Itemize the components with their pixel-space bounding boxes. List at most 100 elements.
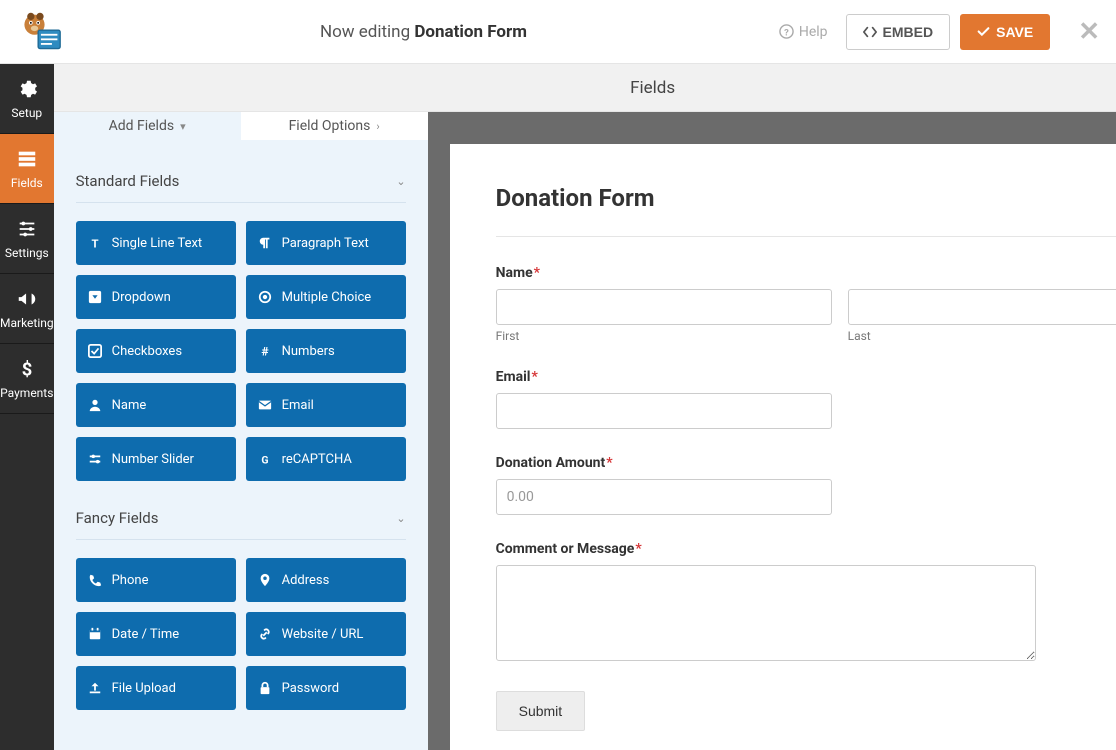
email-input[interactable]: [496, 393, 832, 429]
help-icon: ?: [779, 24, 794, 39]
last-name-input[interactable]: [848, 289, 1116, 325]
topbar-actions: ? Help EMBED SAVE ✕: [779, 14, 1100, 50]
sublabel-first: First: [496, 329, 832, 343]
field-number-slider[interactable]: Number Slider: [76, 437, 236, 481]
topbar: Now editing Donation Form ? Help EMBED S…: [0, 0, 1116, 64]
close-button[interactable]: ✕: [1078, 17, 1100, 47]
section-standard-fields[interactable]: Standard Fields ⌄: [76, 154, 406, 203]
field-label: Password: [282, 681, 339, 696]
sidebar-label: Fields: [11, 176, 43, 190]
field-label: Name: [112, 398, 147, 413]
embed-label: EMBED: [883, 24, 934, 40]
section-title: Fancy Fields: [76, 509, 159, 527]
form-icon: [16, 148, 38, 170]
sidebar-item-fields[interactable]: Fields: [0, 134, 54, 204]
field-recaptcha[interactable]: GreCAPTCHA: [246, 437, 406, 481]
field-website-url[interactable]: Website / URL: [246, 612, 406, 656]
section-fancy-fields[interactable]: Fancy Fields ⌄: [76, 491, 406, 540]
chevron-down-icon: ⌄: [396, 512, 405, 525]
form-title: Donation Form: [496, 184, 1116, 212]
form-field-amount[interactable]: Donation Amount*: [496, 455, 1116, 515]
form-name: Donation Form: [414, 22, 527, 42]
main-header: Fields: [54, 64, 1116, 112]
name-row: First Last: [496, 289, 1116, 343]
main-body: Add Fields ▾ Field Options › Standard Fi…: [54, 112, 1116, 750]
app-body: Setup Fields Settings Marketing $ Paymen…: [0, 64, 1116, 750]
check-square-icon: [88, 344, 102, 358]
field-label: Date / Time: [112, 627, 180, 642]
upload-icon: [88, 681, 102, 695]
tab-add-fields[interactable]: Add Fields ▾: [54, 112, 241, 140]
submit-button[interactable]: Submit: [496, 691, 586, 731]
required-indicator: *: [635, 541, 641, 557]
paragraph-icon: [258, 236, 272, 250]
field-single-line-text[interactable]: T Single Line Text: [76, 221, 236, 265]
bullhorn-icon: [16, 288, 38, 310]
tab-label: Add Fields: [109, 118, 175, 134]
envelope-icon: [258, 398, 272, 412]
sidebar-item-settings[interactable]: Settings: [0, 204, 54, 274]
field-label-message: Comment or Message*: [496, 541, 1116, 557]
field-file-upload[interactable]: File Upload: [76, 666, 236, 710]
sublabel-last: Last: [848, 329, 1116, 343]
form-field-email[interactable]: Email*: [496, 369, 1116, 429]
field-label: reCAPTCHA: [282, 452, 352, 467]
required-indicator: *: [532, 369, 538, 385]
field-email[interactable]: Email: [246, 383, 406, 427]
save-button[interactable]: SAVE: [960, 14, 1050, 50]
form-field-message[interactable]: Comment or Message*: [496, 541, 1116, 665]
editing-title: Now editing Donation Form: [68, 22, 779, 42]
preview-area: Donation Form Name* First Last: [428, 112, 1116, 750]
form-preview: Donation Form Name* First Last: [450, 144, 1116, 750]
text-icon: T: [88, 236, 102, 250]
help-link[interactable]: ? Help: [779, 24, 828, 40]
svg-text:T: T: [91, 236, 98, 250]
fancy-fields-grid: Phone Address Date / Time Website / URL …: [76, 540, 406, 720]
field-label: Dropdown: [112, 290, 171, 305]
map-pin-icon: [258, 573, 272, 587]
field-label-name: Name*: [496, 265, 1116, 281]
field-checkboxes[interactable]: Checkboxes: [76, 329, 236, 373]
panel-tabs: Add Fields ▾ Field Options ›: [54, 112, 428, 140]
calendar-icon: [88, 627, 102, 641]
field-label: Checkboxes: [112, 344, 182, 359]
message-textarea[interactable]: [496, 565, 1036, 661]
field-label: Single Line Text: [112, 236, 203, 251]
tab-field-options[interactable]: Field Options ›: [241, 112, 428, 140]
sidebar-item-setup[interactable]: Setup: [0, 64, 54, 134]
fields-panel: Add Fields ▾ Field Options › Standard Fi…: [54, 112, 428, 750]
field-paragraph-text[interactable]: Paragraph Text: [246, 221, 406, 265]
field-dropdown[interactable]: Dropdown: [76, 275, 236, 319]
first-name-input[interactable]: [496, 289, 832, 325]
sidebar-item-payments[interactable]: $ Payments: [0, 344, 54, 414]
standard-fields-grid: T Single Line Text Paragraph Text Dropdow…: [76, 203, 406, 491]
sidebar-item-marketing[interactable]: Marketing: [0, 274, 54, 344]
field-date-time[interactable]: Date / Time: [76, 612, 236, 656]
field-address[interactable]: Address: [246, 558, 406, 602]
svg-text:#: #: [261, 344, 269, 358]
field-numbers[interactable]: #Numbers: [246, 329, 406, 373]
code-icon: [863, 25, 877, 39]
editing-prefix: Now editing: [320, 22, 414, 42]
field-label: Phone: [112, 573, 149, 588]
sidebar-nav: Setup Fields Settings Marketing $ Paymen…: [0, 64, 54, 750]
panel-content: Standard Fields ⌄ T Single Line Text Para…: [54, 140, 428, 750]
field-label: Multiple Choice: [282, 290, 372, 305]
help-label: Help: [799, 24, 828, 40]
dot-circle-icon: [258, 290, 272, 304]
amount-input[interactable]: [496, 479, 832, 515]
field-phone[interactable]: Phone: [76, 558, 236, 602]
embed-button[interactable]: EMBED: [846, 14, 951, 50]
chevron-down-icon: ⌄: [396, 175, 405, 188]
check-icon: [977, 25, 990, 38]
required-indicator: *: [534, 265, 540, 281]
sidebar-label: Setup: [11, 106, 42, 120]
form-field-name[interactable]: Name* First Last: [496, 265, 1116, 343]
field-name[interactable]: Name: [76, 383, 236, 427]
field-multiple-choice[interactable]: Multiple Choice: [246, 275, 406, 319]
section-title: Standard Fields: [76, 172, 180, 190]
field-password[interactable]: Password: [246, 666, 406, 710]
chevron-down-icon: ▾: [180, 120, 186, 133]
field-label-email: Email*: [496, 369, 1116, 385]
google-icon: G: [258, 452, 272, 466]
